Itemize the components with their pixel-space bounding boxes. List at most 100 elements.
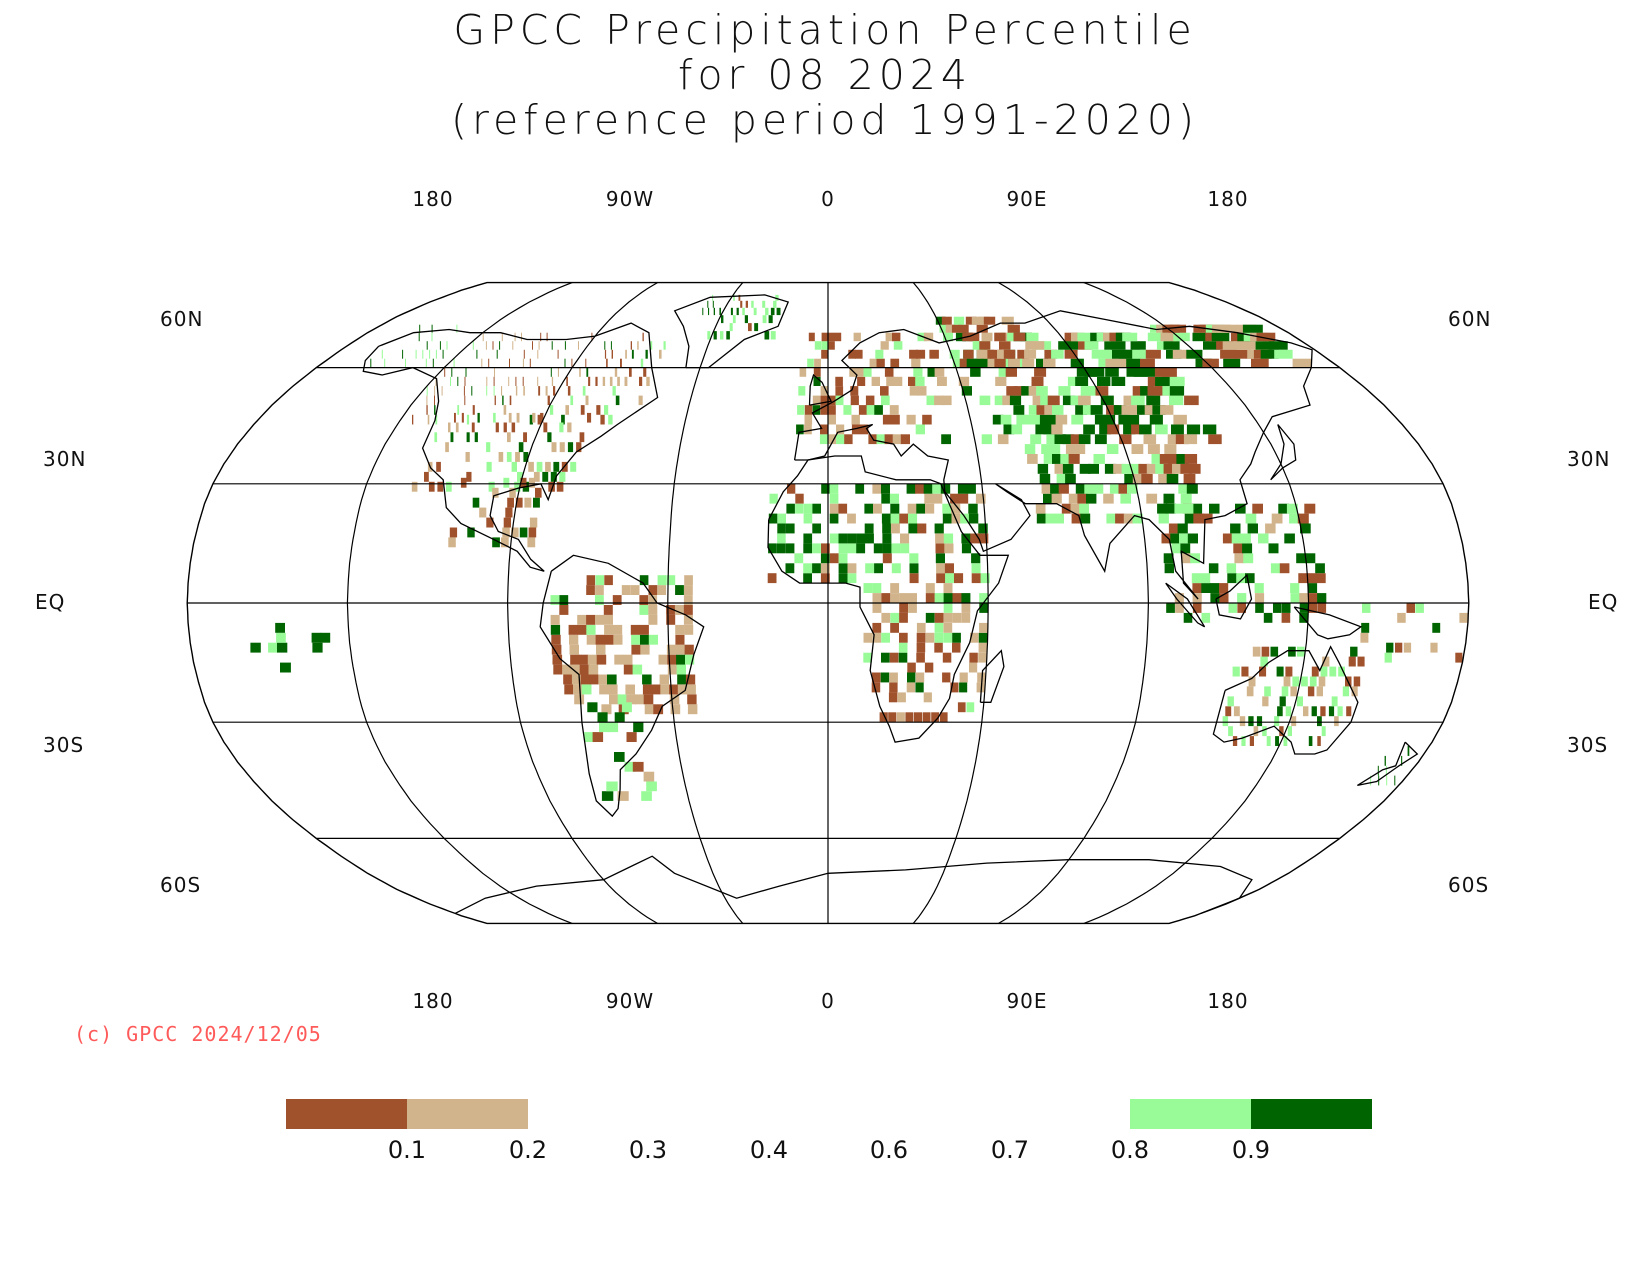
percentile-cell	[632, 664, 643, 675]
percentile-cell	[885, 332, 894, 342]
percentile-cell	[624, 376, 628, 386]
percentile-cell	[1320, 666, 1328, 677]
percentile-cell	[812, 405, 821, 415]
percentile-cell	[970, 533, 980, 544]
percentile-cell	[929, 349, 939, 359]
percentile-cell	[1119, 434, 1132, 445]
percentile-cell	[864, 523, 874, 534]
percentile-cell	[540, 412, 544, 423]
percentile-cell	[1299, 593, 1309, 603]
percentile-cell	[552, 654, 563, 665]
percentile-cell	[978, 642, 987, 653]
percentile-cell	[1397, 612, 1406, 623]
percentile-cell	[570, 654, 580, 665]
percentile-cell	[425, 358, 427, 368]
percentile-cell	[428, 481, 435, 492]
percentile-cell	[890, 523, 900, 534]
percentile-cell	[570, 395, 574, 406]
percentile-cell	[431, 324, 433, 333]
percentile-cell	[881, 612, 891, 623]
percentile-cell	[1401, 755, 1403, 766]
percentile-cell	[1303, 706, 1309, 717]
percentile-cell	[466, 432, 470, 443]
percentile-cell	[1070, 358, 1084, 368]
percentile-cell	[1307, 573, 1317, 584]
percentile-cell	[959, 682, 968, 693]
percentile-cell	[436, 461, 441, 472]
percentile-cell	[1024, 414, 1036, 425]
percentile-cell	[970, 632, 979, 643]
percentile-cell	[1078, 434, 1091, 445]
percentile-cell	[925, 583, 935, 593]
percentile-cell	[481, 358, 483, 368]
percentile-cell	[1017, 349, 1030, 359]
percentile-cell	[465, 367, 467, 377]
percentile-cell	[998, 367, 1010, 377]
percentile-cell	[1187, 533, 1198, 544]
coastline	[767, 455, 1010, 743]
percentile-cell	[1260, 349, 1279, 359]
percentile-cell	[804, 405, 813, 415]
percentile-cell	[1163, 463, 1176, 474]
percentile-cell	[1054, 513, 1064, 524]
percentile-cell	[864, 503, 874, 514]
percentile-cell	[847, 563, 857, 574]
percentile-cell	[659, 674, 669, 685]
percentile-cell	[1047, 414, 1060, 425]
percentile-cell	[713, 307, 715, 316]
percentile-cell	[508, 412, 512, 423]
percentile-cell	[890, 414, 900, 425]
percentile-cell	[1079, 463, 1091, 474]
percentile-cell	[675, 634, 685, 645]
percentile-cell	[1171, 424, 1184, 435]
percentile-cell	[1239, 716, 1246, 727]
percentile-cell	[1377, 765, 1379, 776]
percentile-cell	[446, 341, 448, 350]
percentile-cell	[1044, 405, 1056, 415]
percentile-cell	[556, 481, 564, 492]
percentile-cell	[1219, 583, 1229, 593]
percentile-cell	[882, 533, 892, 544]
percentile-cell	[1019, 332, 1032, 342]
percentile-cell	[1183, 434, 1198, 445]
percentile-cell	[925, 612, 935, 623]
percentile-cell	[932, 493, 943, 504]
percentile-cell	[1126, 358, 1141, 368]
percentile-cell	[516, 412, 520, 423]
percentile-cell	[1222, 716, 1229, 727]
percentile-cell	[501, 332, 503, 342]
percentile-cell	[1067, 376, 1081, 386]
percentile-cell	[457, 405, 460, 415]
percentile-cell	[434, 395, 435, 406]
percentile-cell	[277, 642, 288, 653]
percentile-cell	[551, 634, 561, 645]
percentile-cell	[631, 634, 641, 645]
percentile-cell	[820, 553, 830, 564]
percentile-cell	[431, 332, 433, 342]
percentile-cell	[1208, 434, 1222, 445]
percentile-cell	[971, 553, 981, 564]
percentile-cell	[814, 358, 821, 368]
percentile-cell	[890, 593, 900, 603]
percentile-cell	[1171, 543, 1182, 554]
percentile-cell	[623, 664, 634, 675]
percentile-cell	[1288, 646, 1296, 657]
percentile-cell	[923, 483, 933, 494]
percentile-cell	[942, 672, 951, 683]
percentile-cell	[632, 761, 644, 772]
percentile-cell	[943, 632, 952, 643]
percentile-cell	[1163, 553, 1174, 564]
percentile-cell	[1247, 523, 1258, 534]
percentile-cell	[405, 358, 406, 368]
percentile-cell	[941, 434, 951, 445]
percentile-cell	[1077, 332, 1092, 342]
percentile-cell	[499, 341, 501, 350]
percentile-cell	[1285, 666, 1293, 677]
percentile-cell	[995, 376, 1007, 386]
percentile-cell	[670, 704, 681, 715]
percentile-cell	[934, 612, 944, 623]
percentile-cell	[934, 632, 944, 643]
percentile-cell	[1046, 434, 1058, 445]
percentile-cell	[684, 575, 693, 586]
percentile-cell	[651, 684, 662, 695]
